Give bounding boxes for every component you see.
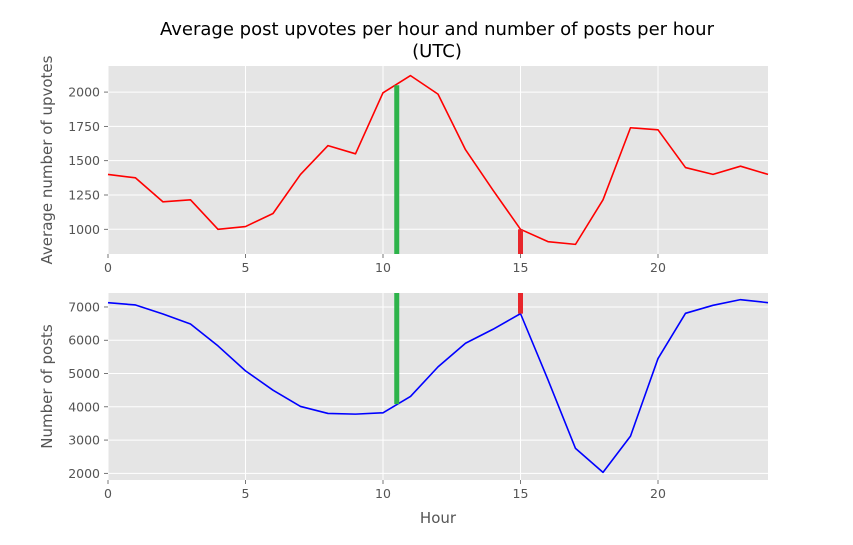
y-tick-label: 1000 [68,222,100,237]
x-tick-label: 20 [650,486,666,501]
x-tick-label: 5 [242,260,250,275]
y-tick-label: 6000 [68,333,100,348]
y-tick-label: 2000 [68,466,100,481]
y-tick-label: 1750 [68,119,100,134]
chart-title-line-1: Average post upvotes per hour and number… [160,19,715,40]
y-tick-label: 1250 [68,187,100,202]
x-tick-label: 10 [375,260,391,275]
series-line-0-0 [107,74,769,246]
chart-title-line-2: (UTC) [412,41,462,62]
x-tick-label: 15 [513,260,529,275]
x-tick-label: 10 [375,486,391,501]
y-axis-label: Average number of upvotes [38,55,56,264]
y-tick-label: 2000 [68,85,100,100]
markers-layer [394,85,523,405]
upvotes-panel: 0 5 10 15 20 1000 1250 1500 1750 2000 Average numb… [38,55,769,275]
x-tick-label: 0 [104,260,112,275]
y-tick-label: 4000 [68,399,100,414]
y-tick-label: 1500 [68,153,100,168]
y-axis-label: Number of posts [38,324,56,449]
y-tick-label: 7000 [68,299,100,314]
y-tick-label: 5000 [68,366,100,381]
series-line-1-0 [107,298,769,474]
x-tick-label: 0 [104,486,112,501]
x-tick-label: 5 [242,486,250,501]
posts-panel: 0 5 10 15 20 2000 3000 4000 5000 6000 7000 Number o… [38,293,769,527]
plot-background-1 [108,293,768,480]
x-axis-label: Hour [420,509,457,527]
x-tick-label: 15 [513,486,529,501]
y-tick-label: 3000 [68,433,100,448]
x-tick-label: 20 [650,260,666,275]
